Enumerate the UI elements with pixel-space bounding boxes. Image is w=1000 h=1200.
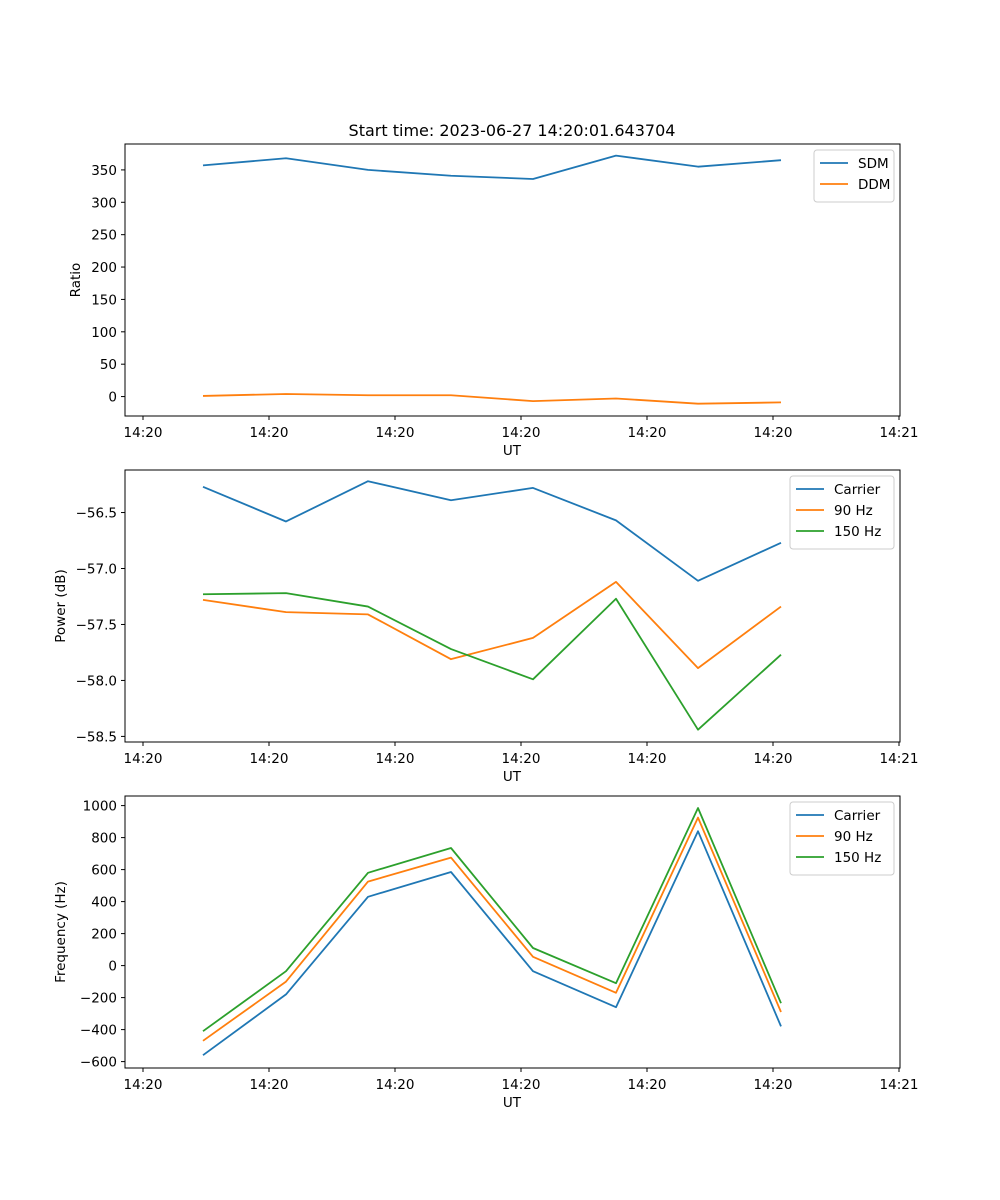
x-axis-label: UT bbox=[503, 769, 522, 785]
x-tick-label: 14:20 bbox=[250, 1077, 289, 1093]
series-line-carrier bbox=[202, 830, 782, 1056]
figure-title: Start time: 2023-06-27 14:20:01.643704 bbox=[349, 121, 676, 140]
y-tick-label: 800 bbox=[91, 831, 117, 847]
y-tick-label: −600 bbox=[80, 1055, 117, 1071]
y-tick-label: 50 bbox=[100, 357, 117, 373]
plot-frame bbox=[124, 795, 901, 1069]
x-tick-label: 14:20 bbox=[502, 425, 541, 441]
series-line-150-hz bbox=[202, 807, 782, 1032]
series-line-150-hz bbox=[202, 592, 782, 731]
series-line-sdm bbox=[202, 154, 782, 180]
series-group bbox=[202, 807, 782, 1056]
x-axis-label: UT bbox=[503, 443, 522, 459]
x-tick-label: 14:20 bbox=[628, 1077, 667, 1093]
y-tick-label: 200 bbox=[91, 927, 117, 943]
x-tick-label: 14:20 bbox=[376, 751, 415, 767]
y-tick-label: −400 bbox=[80, 1023, 117, 1039]
legend-label: 90 Hz bbox=[834, 829, 873, 845]
y-tick-label: 350 bbox=[91, 163, 117, 179]
x-tick-label: 14:20 bbox=[628, 425, 667, 441]
x-tick-label: 14:20 bbox=[376, 425, 415, 441]
series-line-ddm bbox=[202, 393, 782, 405]
legend-label: 150 Hz bbox=[834, 850, 881, 866]
y-tick-label: 300 bbox=[91, 195, 117, 211]
legend-label: Carrier bbox=[834, 808, 881, 824]
x-tick-label: 14:20 bbox=[754, 751, 793, 767]
y-tick-label: 400 bbox=[91, 895, 117, 911]
legend: SDM DDM bbox=[813, 149, 895, 203]
legend-label: Carrier bbox=[834, 482, 881, 498]
y-tick-label: −57.0 bbox=[76, 562, 117, 578]
y-tick-label: 0 bbox=[108, 390, 117, 406]
legend-label: SDM bbox=[858, 156, 889, 172]
series-line-90-hz bbox=[202, 816, 782, 1042]
y-tick-label: 1000 bbox=[83, 799, 117, 815]
y-tick-label: −58.0 bbox=[76, 673, 117, 689]
series-line-carrier bbox=[202, 480, 782, 582]
x-tick-label: 14:20 bbox=[754, 425, 793, 441]
x-tick-label: 14:20 bbox=[628, 751, 667, 767]
x-tick-label: 14:20 bbox=[754, 1077, 793, 1093]
series-group bbox=[202, 480, 782, 731]
legend-label: DDM bbox=[858, 177, 890, 193]
legend: Carrier 90 Hz 150 Hz bbox=[789, 475, 895, 550]
y-tick-label: 100 bbox=[91, 325, 117, 341]
x-tick-label: 14:21 bbox=[880, 1077, 919, 1093]
x-tick-label: 14:20 bbox=[124, 1077, 163, 1093]
y-tick-label: 0 bbox=[108, 959, 117, 975]
x-axis: 14:20 14:20 14:20 14:20 14:20 14:20 14:21 bbox=[124, 742, 919, 767]
x-axis-label: UT bbox=[503, 1095, 522, 1111]
y-tick-label: 200 bbox=[91, 260, 117, 276]
y-tick-label: 250 bbox=[91, 228, 117, 244]
y-axis: −600 −400 −200 0 200 400 600 800 1000 bbox=[80, 799, 125, 1071]
y-tick-label: 150 bbox=[91, 292, 117, 308]
x-tick-label: 14:20 bbox=[502, 1077, 541, 1093]
y-tick-label: 600 bbox=[91, 863, 117, 879]
legend-label: 150 Hz bbox=[834, 524, 881, 540]
legend: Carrier 90 Hz 150 Hz bbox=[789, 801, 895, 876]
y-axis-label: Frequency (Hz) bbox=[53, 881, 69, 983]
x-tick-label: 14:20 bbox=[376, 1077, 415, 1093]
y-tick-label: −58.5 bbox=[76, 729, 117, 745]
x-tick-label: 14:20 bbox=[124, 751, 163, 767]
y-axis: −58.5 −58.0 −57.5 −57.0 −56.5 bbox=[76, 506, 125, 745]
x-tick-label: 14:20 bbox=[502, 751, 541, 767]
series-line-90-hz bbox=[202, 581, 782, 670]
x-axis: 14:20 14:20 14:20 14:20 14:20 14:20 14:21 bbox=[124, 416, 919, 441]
x-tick-label: 14:21 bbox=[880, 425, 919, 441]
plot-frame bbox=[124, 469, 901, 743]
y-axis-label: Ratio bbox=[68, 263, 84, 298]
x-tick-label: 14:20 bbox=[124, 425, 163, 441]
y-axis: 0 50 100 150 200 250 300 350 bbox=[91, 163, 125, 406]
y-tick-label: −56.5 bbox=[76, 506, 117, 522]
x-tick-label: 14:21 bbox=[880, 751, 919, 767]
x-axis: 14:20 14:20 14:20 14:20 14:20 14:20 14:21 bbox=[124, 1068, 919, 1093]
y-axis-label: Power (dB) bbox=[53, 569, 69, 642]
x-tick-label: 14:20 bbox=[250, 751, 289, 767]
chart-panel-2: −58.5−58.0−57.5−57.0−56.514:20 14:20 14:20… bbox=[53, 469, 919, 785]
x-tick-label: 14:20 bbox=[250, 425, 289, 441]
series-group bbox=[202, 154, 782, 405]
y-tick-label: −200 bbox=[80, 991, 117, 1007]
y-tick-label: −57.5 bbox=[76, 617, 117, 633]
legend-label: 90 Hz bbox=[834, 503, 873, 519]
plot-frame bbox=[124, 143, 901, 417]
